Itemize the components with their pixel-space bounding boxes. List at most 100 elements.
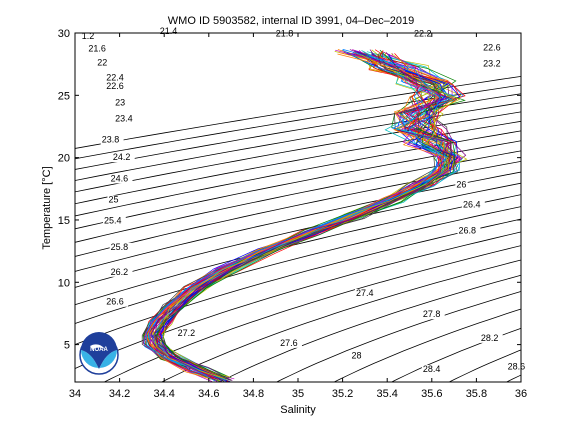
profile-line: [154, 53, 458, 381]
contour-label: 25.4: [104, 216, 122, 226]
profile-line: [143, 52, 446, 378]
contour-label: 22.4: [106, 72, 124, 82]
contour-label-bg: [455, 180, 468, 190]
profile-lines: [141, 49, 468, 382]
noaa-logo-text: NOAA: [90, 347, 108, 353]
density-contour-line: [218, 274, 521, 382]
contour-label-bg: [105, 297, 129, 307]
contour-label: 26.6: [106, 297, 124, 307]
density-contour-line: [75, 231, 521, 369]
y-tick-label: 20: [58, 153, 70, 165]
chart-title: WMO ID 5903582, internal ID 3991, 04–Dec…: [168, 15, 414, 27]
contour-label-bg: [479, 333, 503, 343]
contour-label: 26: [456, 180, 466, 190]
contour-label: 27.2: [178, 328, 196, 338]
density-contour-line: [75, 140, 521, 230]
contour-label: 28.6: [508, 362, 526, 372]
contour-label-bg: [506, 362, 530, 372]
x-tick-label: 35.2: [332, 388, 353, 400]
profile-line: [145, 49, 447, 382]
x-tick-label: 34.8: [243, 388, 264, 400]
contour-label-bg: [457, 226, 481, 236]
noaa-logo-bird: [90, 344, 105, 349]
density-contour-line: [75, 130, 521, 217]
contour-label-bg: [462, 200, 485, 210]
noaa-logo-wave: [81, 350, 117, 369]
contour-label-bg: [354, 288, 378, 298]
y-tick-label: 10: [58, 277, 70, 289]
density-contours: [75, 75, 521, 382]
density-contour-line: [103, 245, 521, 382]
x-tick-label: 34.6: [198, 388, 219, 400]
contour-label-bg: [176, 328, 200, 338]
contour-label: 22.6: [483, 42, 501, 52]
profile-line: [150, 52, 452, 379]
profile-line: [160, 53, 468, 378]
contour-label: 21.4: [160, 26, 178, 36]
y-tick-label: 30: [58, 28, 70, 40]
y-tick-label: 25: [58, 90, 70, 102]
contour-label: 22: [97, 57, 107, 67]
contour-label-bg: [279, 338, 302, 348]
contour-label: 1.2: [82, 31, 95, 41]
density-contour-line: [75, 194, 521, 306]
contour-label: 28.4: [423, 364, 441, 374]
contour-label: 26.8: [459, 226, 477, 236]
contour-label-bg: [111, 153, 135, 163]
contour-label: 26.4: [463, 200, 481, 210]
contour-label-bg: [482, 59, 505, 69]
contour-label-bg: [482, 43, 505, 53]
contour-label-bg: [158, 27, 182, 37]
y-tick-label: 5: [64, 340, 70, 352]
contour-label-bg: [80, 32, 99, 42]
density-contour-line: [75, 171, 521, 272]
contour-label: 26.2: [111, 267, 129, 277]
x-tick-label: 36: [515, 388, 527, 400]
density-contour-line: [75, 150, 521, 243]
x-axis-title: Salinity: [280, 404, 316, 416]
contour-label: 23.2: [483, 59, 501, 69]
contour-label: 27.6: [280, 338, 298, 348]
profile-line: [153, 50, 461, 379]
contour-label: 25.8: [111, 242, 129, 252]
contour-label-bg: [105, 82, 129, 92]
contour-label: 27.4: [356, 288, 374, 298]
contour-label: 27.8: [423, 309, 441, 319]
y-tick-label: 15: [58, 215, 70, 227]
contour-label-bg: [100, 135, 124, 145]
x-axis: 34 34.2 34.4 34.6 34.8 35 35.2 35.4 35.6 35.8 36: [69, 33, 527, 400]
noaa-logo: NOAA: [79, 332, 119, 375]
density-contour-line: [75, 206, 521, 324]
contour-label-bg: [107, 195, 120, 205]
contour-label-bg: [105, 73, 129, 83]
contour-label: 25: [108, 195, 118, 205]
noaa-logo-sky: [81, 332, 117, 369]
density-contour-line: [75, 218, 521, 345]
contour-label-bg: [114, 114, 137, 124]
contour-label-bg: [412, 29, 436, 39]
contour-label: 23.4: [115, 113, 133, 123]
x-tick-label: 35: [292, 388, 304, 400]
contour-label-bg: [87, 44, 111, 54]
x-tick-label: 34.2: [109, 388, 130, 400]
density-contour-line: [390, 327, 521, 382]
contour-label-bg: [109, 174, 133, 184]
contour-label-bg: [350, 351, 363, 361]
x-tick-label: 34: [69, 388, 81, 400]
density-contour-line: [75, 75, 521, 149]
contour-label-bg: [109, 242, 133, 252]
contour-label: 22.6: [106, 81, 124, 91]
contour-label: 23: [115, 97, 125, 107]
x-tick-label: 35.6: [421, 388, 442, 400]
contour-label: 21.6: [88, 44, 106, 54]
contour-label: 28: [352, 350, 362, 360]
contour-label-bg: [109, 267, 133, 277]
density-contour-line: [75, 182, 521, 288]
contour-label: 22.2: [414, 29, 432, 39]
profile-line: [154, 49, 449, 380]
contour-label-bg: [421, 365, 445, 375]
x-tick-label: 34.4: [153, 388, 174, 400]
contour-label-bg: [421, 310, 445, 320]
contour-label: 21.8: [276, 29, 294, 39]
y-axis-title: Temperature [°C]: [41, 166, 53, 249]
